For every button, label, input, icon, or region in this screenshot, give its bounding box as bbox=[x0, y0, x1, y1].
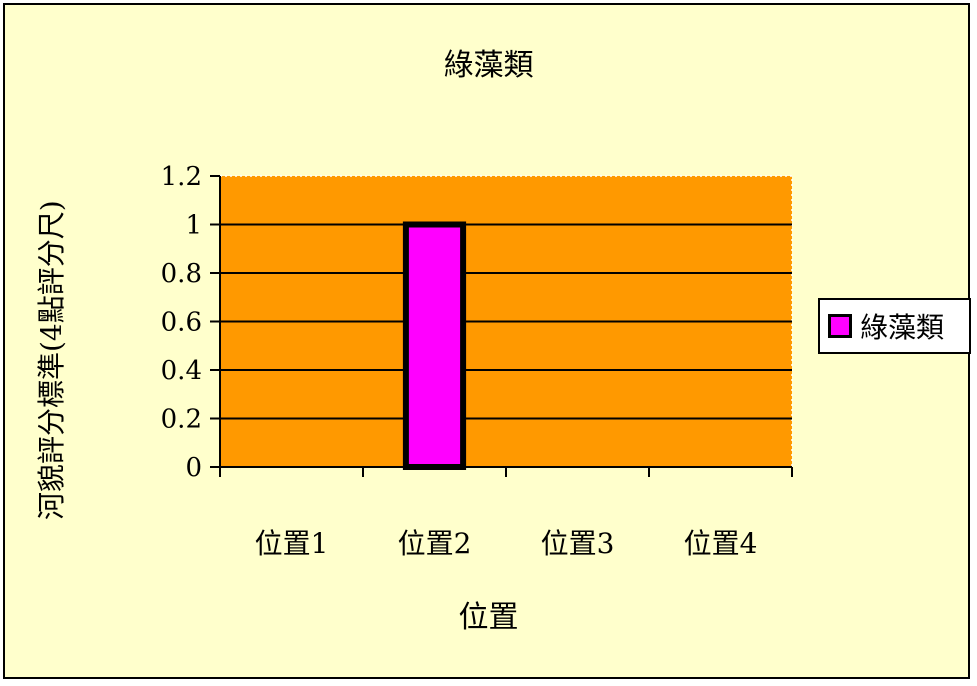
y-tick-label: 1.2 bbox=[161, 162, 202, 192]
x-category-label: 位置3 bbox=[541, 527, 615, 560]
legend-swatch bbox=[828, 314, 852, 338]
x-axis-label: 位置 bbox=[458, 600, 519, 635]
y-tick-label: 0.2 bbox=[161, 405, 202, 435]
y-tick-label: 0.8 bbox=[161, 259, 202, 289]
y-tick-label: 1 bbox=[185, 211, 202, 241]
chart-title: 綠藻類 bbox=[443, 48, 534, 83]
x-category-label: 位置2 bbox=[398, 527, 472, 560]
y-tick-label: 0 bbox=[185, 453, 202, 483]
x-category-label: 位置4 bbox=[684, 527, 758, 560]
x-category-label: 位置1 bbox=[255, 527, 329, 560]
chart-legend: 綠藻類 bbox=[818, 298, 971, 354]
legend-entry-label: 綠藻類 bbox=[860, 311, 945, 344]
y-tick-label: 0.6 bbox=[161, 308, 202, 338]
y-tick-label: 0.4 bbox=[161, 356, 202, 386]
bar bbox=[402, 221, 467, 470]
